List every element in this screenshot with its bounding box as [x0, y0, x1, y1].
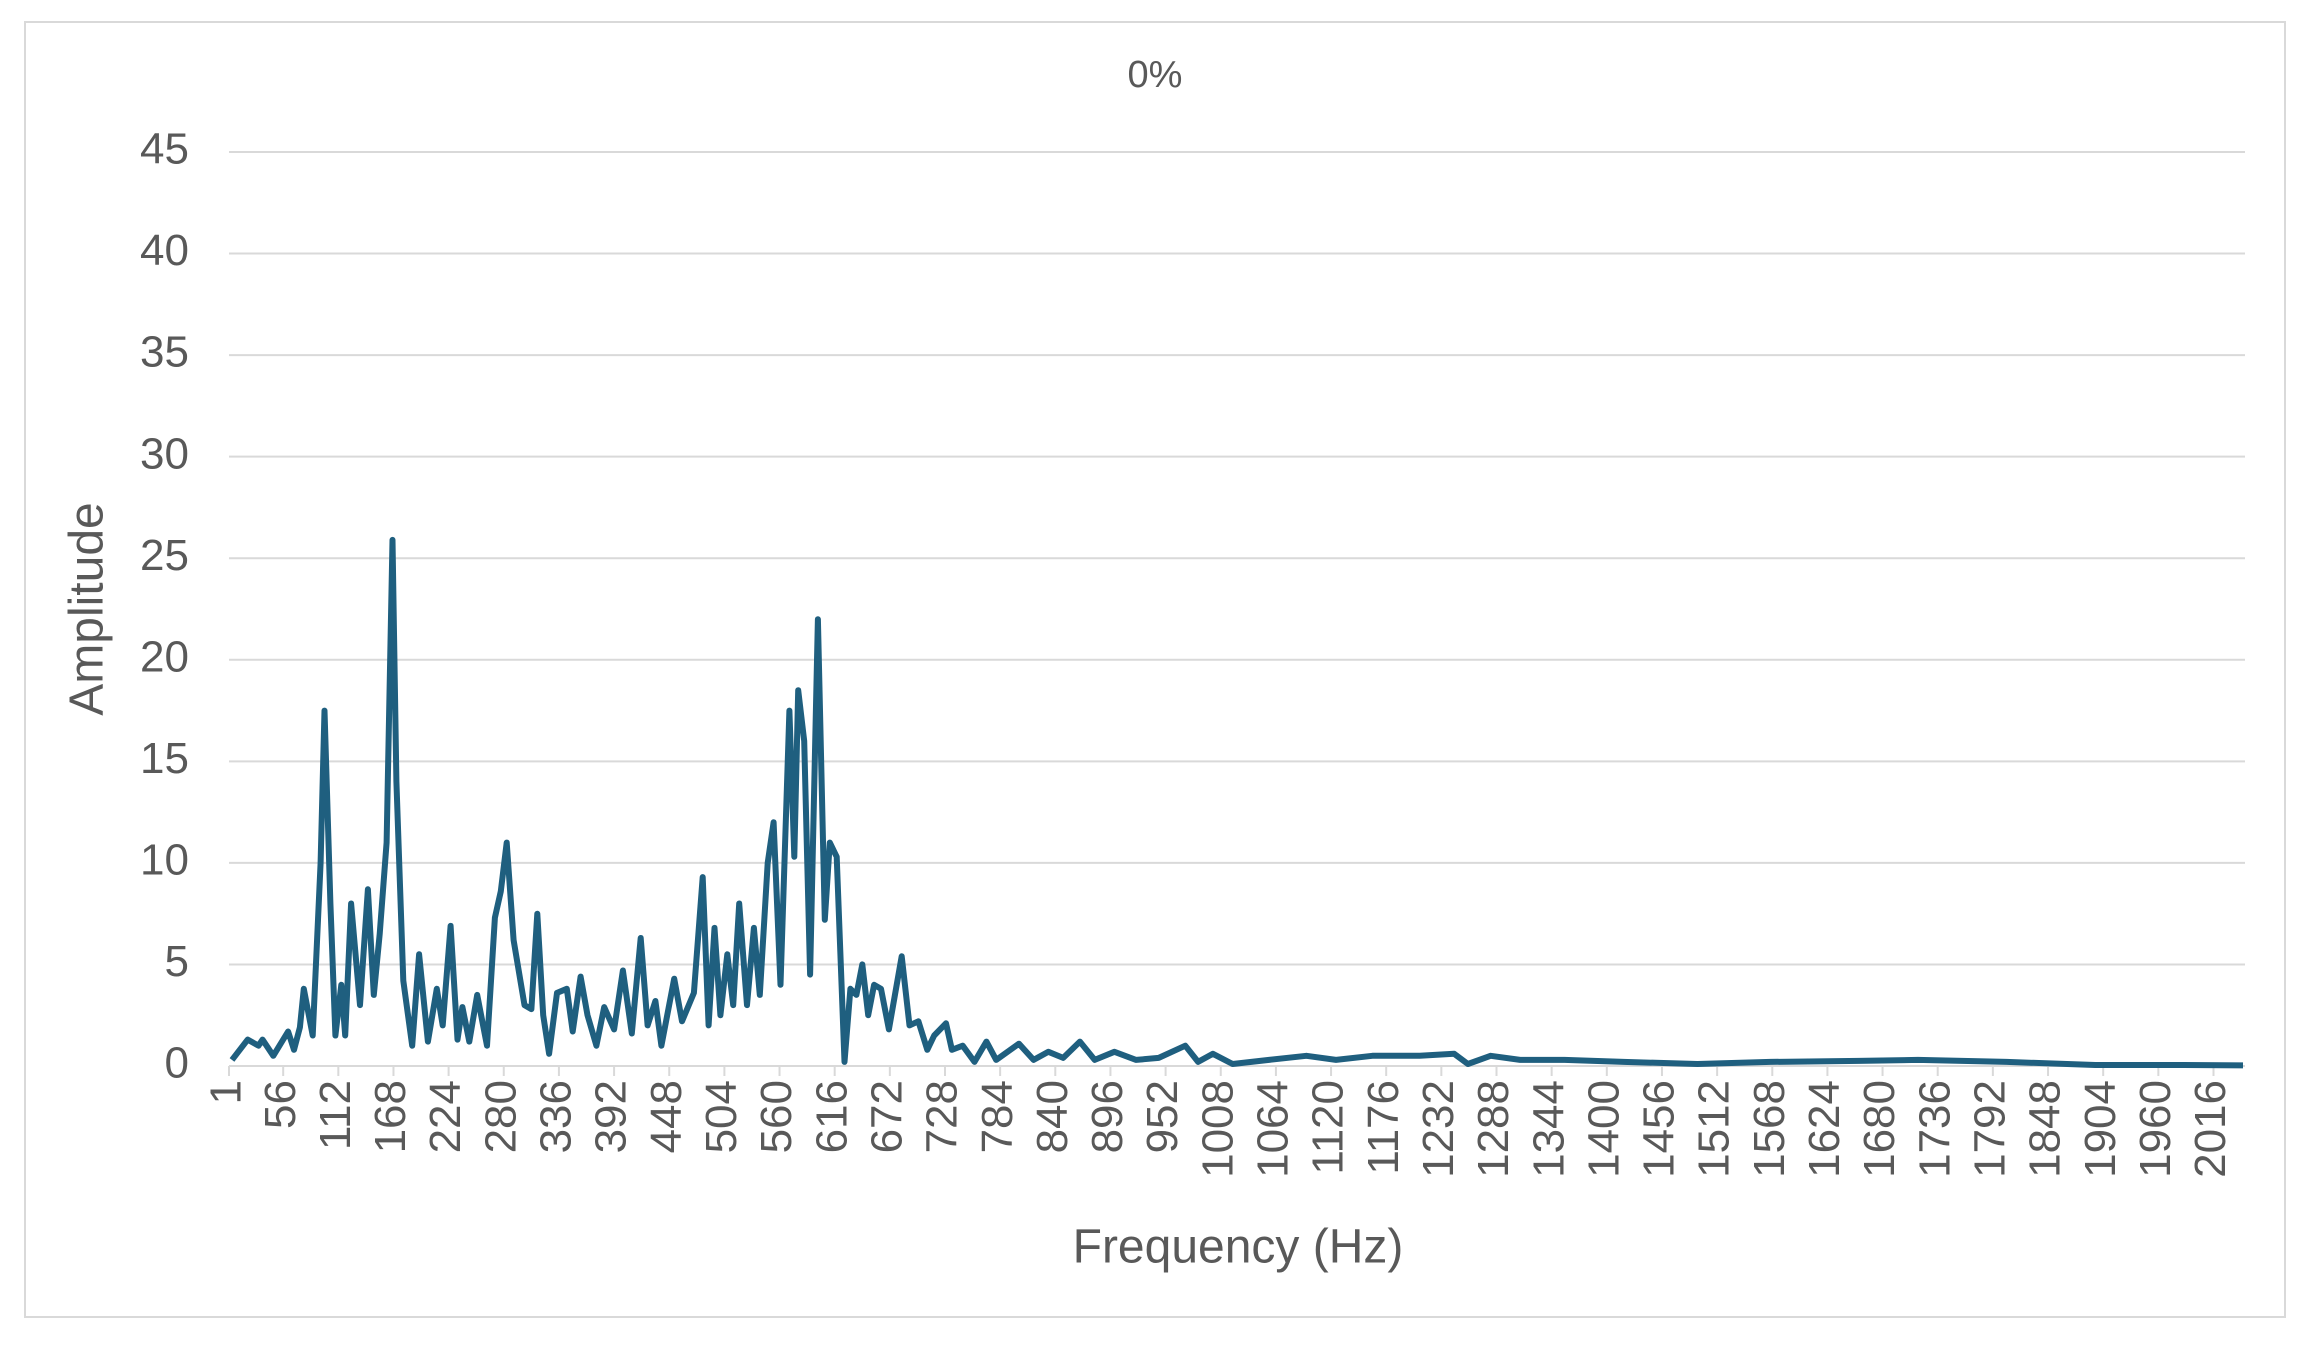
- y-tick-label: 5: [165, 937, 189, 986]
- y-axis-title: Amplitude: [61, 502, 114, 715]
- x-tick-label: 672: [862, 1080, 911, 1153]
- x-tick-label: 1456: [1635, 1080, 1684, 1178]
- x-tick-label: 896: [1083, 1080, 1132, 1153]
- x-tick-label: 448: [642, 1080, 691, 1153]
- x-tick-label: 504: [697, 1080, 746, 1153]
- x-tick-label: 1624: [1800, 1080, 1849, 1178]
- x-tick-label: 56: [256, 1080, 305, 1129]
- x-tick-label: 1064: [1249, 1080, 1298, 1178]
- y-tick-label: 30: [140, 429, 189, 478]
- x-tick-label: 952: [1138, 1080, 1187, 1153]
- x-tick-label: 840: [1028, 1080, 1077, 1153]
- y-tick-label: 15: [140, 734, 189, 783]
- data-line: [229, 536, 2244, 1069]
- y-tick-label: 45: [140, 125, 189, 174]
- y-tick-label: 0: [165, 1039, 189, 1088]
- x-tick-label: 1960: [2131, 1080, 2180, 1178]
- y-tick-label: 35: [140, 328, 189, 377]
- x-tick-label: 1400: [1579, 1080, 1628, 1178]
- x-tick-label: 1680: [1855, 1080, 1904, 1178]
- x-tick-label: 784: [973, 1080, 1022, 1153]
- y-tick-label: 40: [140, 226, 189, 275]
- x-tick-label: 1344: [1524, 1080, 1573, 1178]
- x-tick-label: 1: [202, 1080, 251, 1104]
- x-tick-label: 392: [587, 1080, 636, 1153]
- y-tick-label: 10: [140, 836, 189, 885]
- y-tick-label: 25: [140, 531, 189, 580]
- x-tick-label: 1176: [1359, 1080, 1408, 1175]
- x-tick-label: 224: [421, 1080, 470, 1153]
- y-tick-label: 20: [140, 632, 189, 681]
- x-tick-label: 1848: [2021, 1080, 2070, 1178]
- x-tick-label: 1568: [1745, 1080, 1794, 1178]
- x-tick-label: 112: [311, 1080, 360, 1150]
- x-tick-label: 1904: [2076, 1080, 2125, 1178]
- x-axis-title: Frequency (Hz): [1073, 1221, 1404, 1274]
- x-tick-label: 728: [918, 1080, 967, 1153]
- x-tick-label: 1288: [1469, 1080, 1518, 1178]
- chart-border: [24, 21, 2286, 1318]
- x-tick-label: 1008: [1193, 1080, 1242, 1178]
- x-tick-label: 2016: [2186, 1080, 2235, 1178]
- x-tick-label: 616: [807, 1080, 856, 1153]
- x-tick-label: 280: [476, 1080, 525, 1153]
- x-tick-label: 168: [366, 1080, 415, 1153]
- x-tick-label: 1120: [1304, 1080, 1353, 1175]
- x-tick-label: 336: [532, 1080, 581, 1153]
- x-tick-label: 1736: [1910, 1080, 1959, 1178]
- x-tick-label: 1232: [1414, 1080, 1463, 1178]
- x-tick-label: 1512: [1690, 1080, 1739, 1178]
- chart-title: 0%: [1128, 54, 1183, 96]
- x-tick-label: 1792: [1966, 1080, 2015, 1178]
- x-tick-label: 560: [752, 1080, 801, 1153]
